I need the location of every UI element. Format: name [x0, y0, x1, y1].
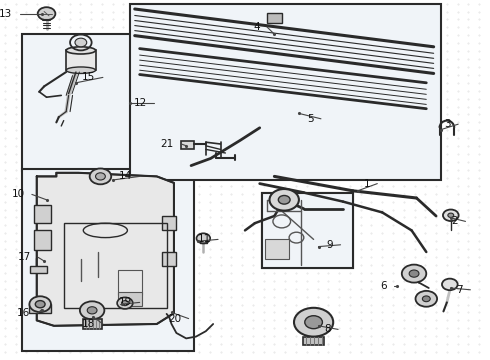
Text: 1: 1 [363, 179, 370, 189]
Bar [34, 205, 51, 223]
Bar [162, 216, 176, 230]
Text: 2: 2 [451, 216, 458, 226]
Text: 15: 15 [82, 72, 96, 82]
Ellipse shape [66, 67, 96, 73]
Text: 16: 16 [17, 308, 30, 318]
Circle shape [80, 301, 104, 319]
Ellipse shape [66, 47, 96, 54]
Text: 6: 6 [380, 281, 387, 291]
Bar [118, 292, 142, 306]
Polygon shape [37, 173, 174, 326]
Text: 20: 20 [168, 314, 181, 324]
Circle shape [87, 307, 97, 314]
Bar [30, 266, 47, 273]
Bar [162, 252, 176, 266]
Bar [265, 239, 289, 259]
Bar [262, 193, 353, 268]
Circle shape [416, 291, 437, 307]
Circle shape [96, 173, 105, 180]
Text: 3: 3 [444, 119, 451, 129]
Bar [303, 337, 324, 345]
Bar [66, 50, 96, 70]
Bar [181, 141, 194, 149]
Text: 19: 19 [119, 297, 132, 307]
Bar [29, 304, 51, 313]
Text: 9: 9 [326, 240, 333, 250]
Text: 21: 21 [161, 139, 174, 149]
Text: 4: 4 [253, 22, 260, 32]
Bar [22, 34, 145, 171]
Text: 14: 14 [119, 171, 132, 181]
Bar [267, 13, 282, 23]
Circle shape [90, 168, 111, 184]
Text: 18: 18 [82, 319, 96, 329]
Circle shape [196, 233, 210, 243]
Circle shape [278, 195, 290, 204]
Text: 10: 10 [11, 189, 24, 199]
Circle shape [117, 297, 133, 309]
Circle shape [305, 316, 322, 329]
Text: 17: 17 [18, 252, 31, 262]
Circle shape [29, 296, 51, 312]
Circle shape [448, 213, 454, 217]
Text: 12: 12 [134, 98, 147, 108]
Circle shape [402, 265, 426, 283]
Text: 13: 13 [0, 9, 12, 19]
Bar [34, 230, 51, 250]
Bar [64, 223, 167, 308]
Bar [83, 319, 102, 329]
Circle shape [75, 38, 87, 47]
Circle shape [422, 296, 430, 302]
Bar [22, 169, 194, 351]
Bar [262, 193, 353, 268]
Circle shape [38, 7, 55, 20]
Circle shape [35, 301, 45, 308]
Bar [118, 270, 142, 295]
Circle shape [122, 301, 128, 306]
Circle shape [270, 189, 299, 211]
Text: 5: 5 [307, 114, 314, 124]
Text: 7: 7 [456, 285, 463, 295]
Text: 8: 8 [324, 324, 331, 334]
Text: 11: 11 [197, 234, 211, 244]
Circle shape [442, 279, 458, 290]
Circle shape [294, 308, 333, 337]
Circle shape [409, 270, 419, 277]
Circle shape [443, 210, 459, 221]
Bar [130, 4, 441, 180]
